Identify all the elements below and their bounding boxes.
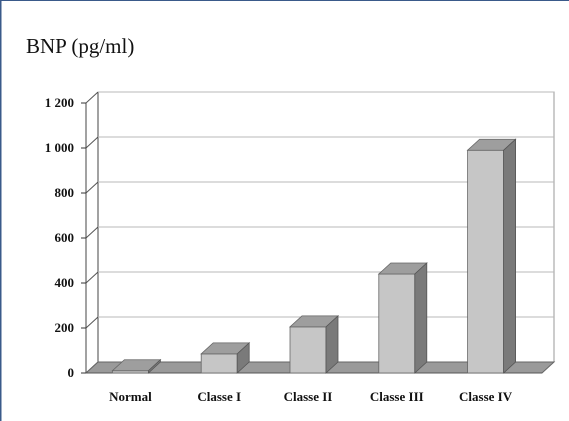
y-axis-ticks: 0 200 400 600 800 1 000 1 200 xyxy=(45,95,86,380)
bars xyxy=(111,138,517,374)
bar-front xyxy=(378,273,416,374)
bar-side xyxy=(325,314,339,374)
y-tick-label: 1 000 xyxy=(45,140,74,155)
wall-tick xyxy=(85,316,99,329)
wall-tick xyxy=(85,181,99,194)
wall-tick xyxy=(85,271,99,284)
bar-front xyxy=(289,326,327,374)
bar-side xyxy=(414,262,428,374)
y-tick-label: 200 xyxy=(55,320,75,335)
y-tick-label: 600 xyxy=(55,230,75,245)
bar xyxy=(200,341,251,374)
bar-side xyxy=(503,138,516,374)
bar-side xyxy=(147,358,161,374)
bar xyxy=(111,358,162,374)
x-tick-label: Classe II xyxy=(284,389,333,404)
x-tick-label: Classe I xyxy=(197,389,241,404)
bar-side xyxy=(236,341,250,374)
x-tick-label: Normal xyxy=(109,389,152,404)
bar xyxy=(377,262,428,374)
chart-title: BNP (pg/ml) xyxy=(26,34,135,58)
wall-tick xyxy=(85,91,99,104)
wall-tick xyxy=(85,136,99,149)
y-tick-label: 800 xyxy=(55,185,75,200)
bar xyxy=(466,138,517,374)
bar-front xyxy=(467,149,505,374)
wall-tick xyxy=(85,226,99,239)
x-axis-labels: Normal Classe I Classe II Classe III Classe … xyxy=(109,389,513,404)
bar xyxy=(288,314,340,374)
x-tick-label: Classe III xyxy=(370,389,424,404)
x-tick-label: Classe IV xyxy=(459,389,513,404)
y-tick-label: 1 200 xyxy=(45,95,74,110)
bar-front xyxy=(200,353,238,374)
y-tick-label: 400 xyxy=(55,275,75,290)
y-tick-label: 0 xyxy=(68,365,75,380)
